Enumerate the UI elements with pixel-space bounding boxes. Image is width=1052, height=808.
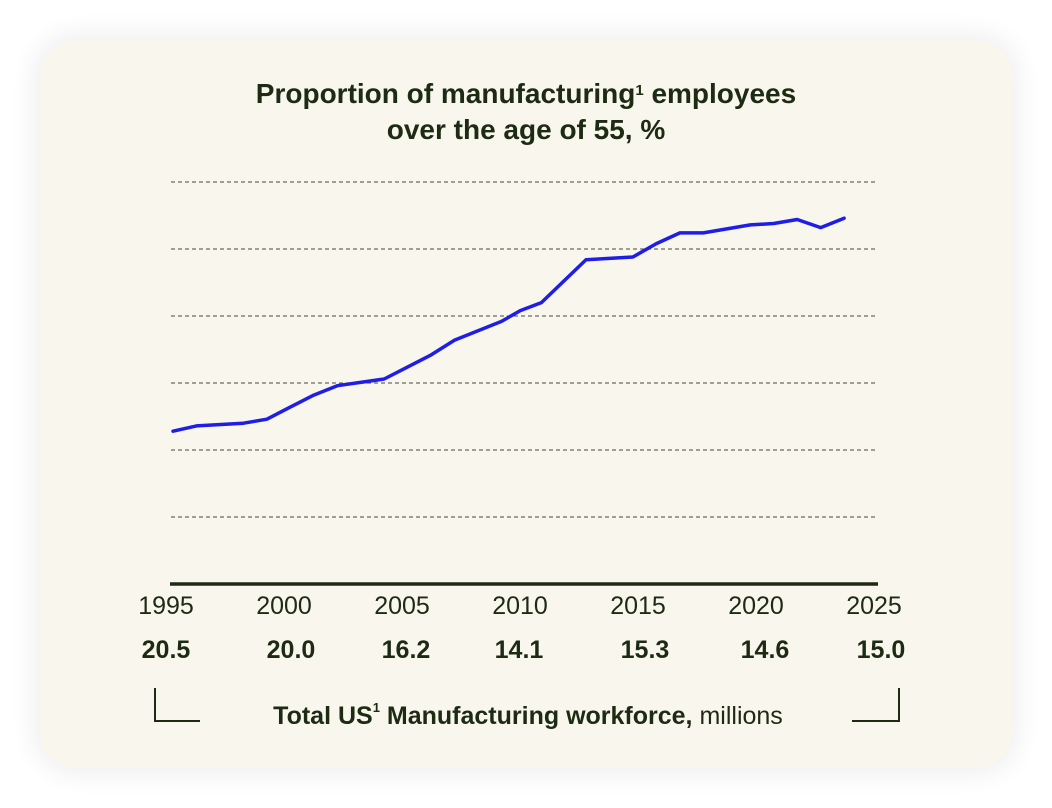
- title-footnote-marker: 1: [635, 82, 644, 99]
- chart-card: [40, 40, 1012, 768]
- caption-footnote-marker: 1: [372, 700, 380, 715]
- x-tick-label: 2015: [610, 592, 666, 620]
- caption-bold: Total US: [273, 702, 373, 730]
- x-tick-label: 2005: [374, 592, 430, 620]
- workforce-value: 16.2: [381, 636, 431, 664]
- title-text-2: employees: [651, 78, 797, 109]
- chart-title: Proportion of manufacturing1 employees o…: [0, 76, 1052, 148]
- bracket-left: [154, 688, 200, 722]
- workforce-value: 14.6: [740, 636, 790, 664]
- workforce-value: 15.3: [620, 636, 670, 664]
- series-line: [171, 216, 846, 433]
- caption-bold-2: Manufacturing workforce,: [386, 702, 693, 730]
- x-tick-label: 2020: [728, 592, 784, 620]
- bracket-right: [852, 688, 900, 722]
- workforce-value: 20.0: [266, 636, 316, 664]
- workforce-value: 20.5: [141, 636, 191, 664]
- x-tick-label: 1995: [138, 592, 194, 620]
- gridlines: [171, 181, 877, 518]
- x-tick-label: 2010: [492, 592, 548, 620]
- title-text: Proportion of manufacturing: [255, 78, 636, 109]
- workforce-value: 14.1: [494, 636, 544, 664]
- title-line-2: over the age of 55, %: [386, 114, 666, 145]
- workforce-caption: Total US1 Manufacturing workforce, milli…: [212, 700, 844, 731]
- x-tick-label: 2000: [256, 592, 312, 620]
- caption-unit: millions: [699, 702, 783, 730]
- workforce-value: 15.0: [856, 636, 906, 664]
- x-tick-label: 2025: [846, 592, 902, 620]
